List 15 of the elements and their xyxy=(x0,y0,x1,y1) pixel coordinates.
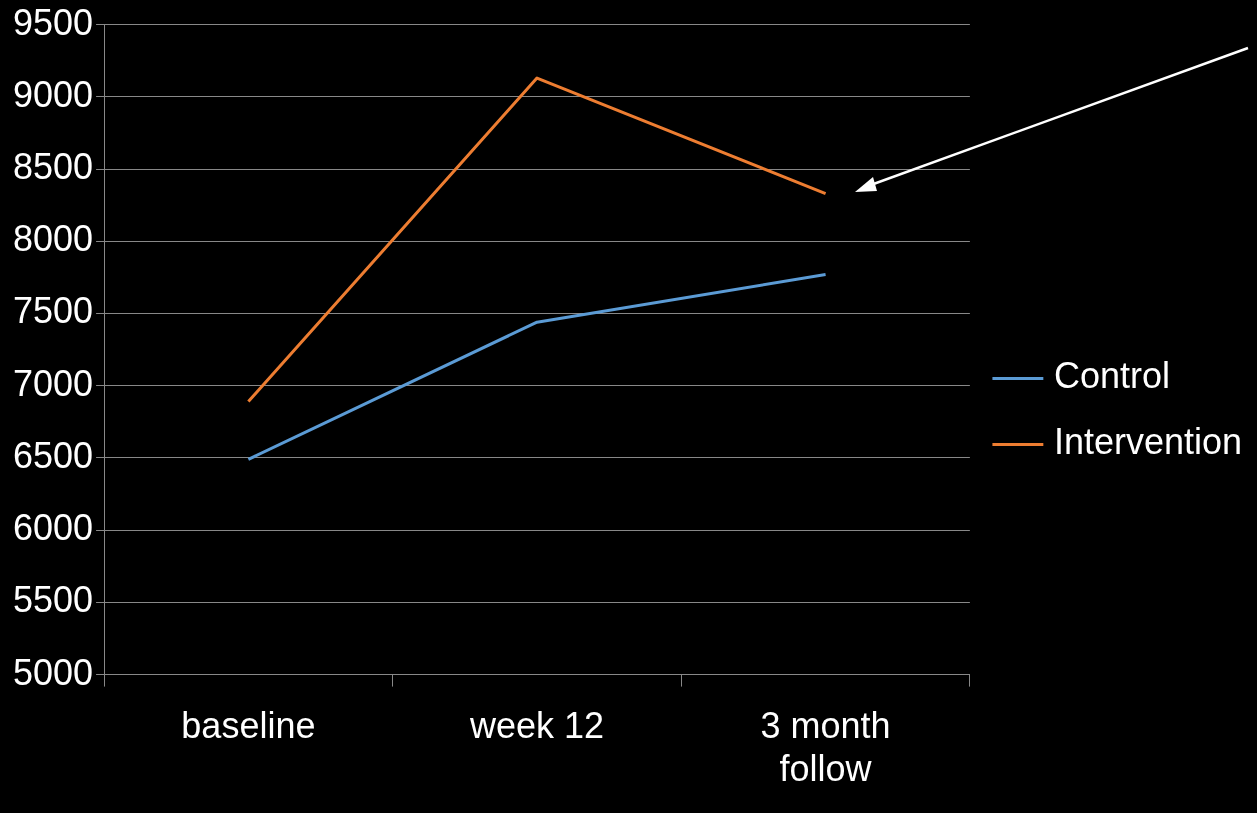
y-tick-label: 6000 xyxy=(12,507,94,549)
y-tick-label: 8500 xyxy=(12,145,94,187)
y-tick-label: 7000 xyxy=(12,362,94,404)
x-tick-label: 3 month follow xyxy=(760,705,891,790)
x-tick-label: baseline xyxy=(181,705,316,747)
legend-label: Control xyxy=(1053,355,1170,397)
y-tick-label: 9000 xyxy=(12,73,94,115)
legend-label: Intervention xyxy=(1053,421,1242,463)
y-tick-label: 7500 xyxy=(12,290,94,332)
y-tick-label: 5500 xyxy=(12,579,94,621)
x-tick-label: week 12 xyxy=(468,705,605,747)
y-tick-label: 5000 xyxy=(12,651,94,693)
y-tick-label: 9500 xyxy=(12,1,94,43)
y-tick-label: 8000 xyxy=(12,218,94,260)
y-tick-label: 6500 xyxy=(12,434,94,476)
